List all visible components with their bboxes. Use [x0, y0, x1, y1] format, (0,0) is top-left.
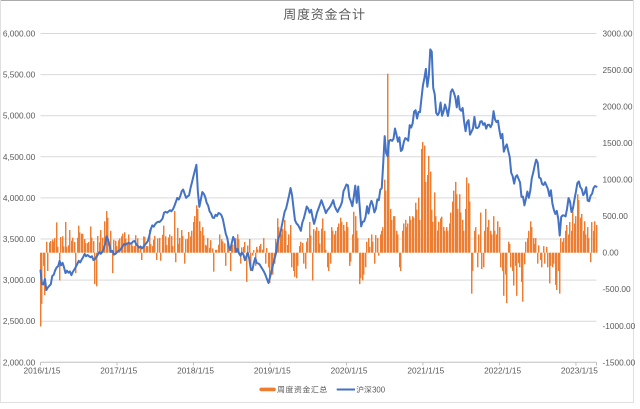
svg-text:6,000.00: 6,000.00: [3, 29, 36, 39]
svg-text:-1000.00: -1000.00: [603, 321, 636, 331]
svg-text:2500.00: 2500.00: [603, 65, 633, 75]
svg-text:4,000.00: 4,000.00: [3, 193, 36, 203]
svg-text:2,500.00: 2,500.00: [3, 316, 36, 326]
svg-text:2016/1/15: 2016/1/15: [24, 366, 61, 376]
svg-text:3,500.00: 3,500.00: [3, 234, 36, 244]
svg-text:1500.00: 1500.00: [603, 138, 633, 148]
svg-text:2019/1/15: 2019/1/15: [254, 366, 291, 376]
svg-text:2017/1/15: 2017/1/15: [100, 366, 137, 376]
svg-text:-500.00: -500.00: [603, 284, 632, 294]
svg-text:2023/1/15: 2023/1/15: [561, 366, 598, 376]
svg-text:2000.00: 2000.00: [603, 102, 633, 112]
svg-text:500.00: 500.00: [603, 211, 629, 221]
svg-text:3000.00: 3000.00: [603, 29, 633, 39]
svg-text:2022/1/15: 2022/1/15: [484, 366, 521, 376]
svg-text:5,500.00: 5,500.00: [3, 70, 36, 80]
svg-text:3,000.00: 3,000.00: [3, 275, 36, 285]
svg-text:4,500.00: 4,500.00: [3, 152, 36, 162]
svg-text:300: 300: [372, 386, 386, 395]
svg-text:-1500.00: -1500.00: [603, 357, 636, 367]
svg-text:2018/1/15: 2018/1/15: [177, 366, 214, 376]
svg-text:1000.00: 1000.00: [603, 175, 633, 185]
svg-text:5,000.00: 5,000.00: [3, 111, 36, 121]
svg-text:2021/1/15: 2021/1/15: [407, 366, 444, 376]
svg-text:2,000.00: 2,000.00: [3, 357, 36, 367]
svg-text:0.00: 0.00: [603, 248, 620, 258]
svg-text:2020/1/15: 2020/1/15: [331, 366, 368, 376]
